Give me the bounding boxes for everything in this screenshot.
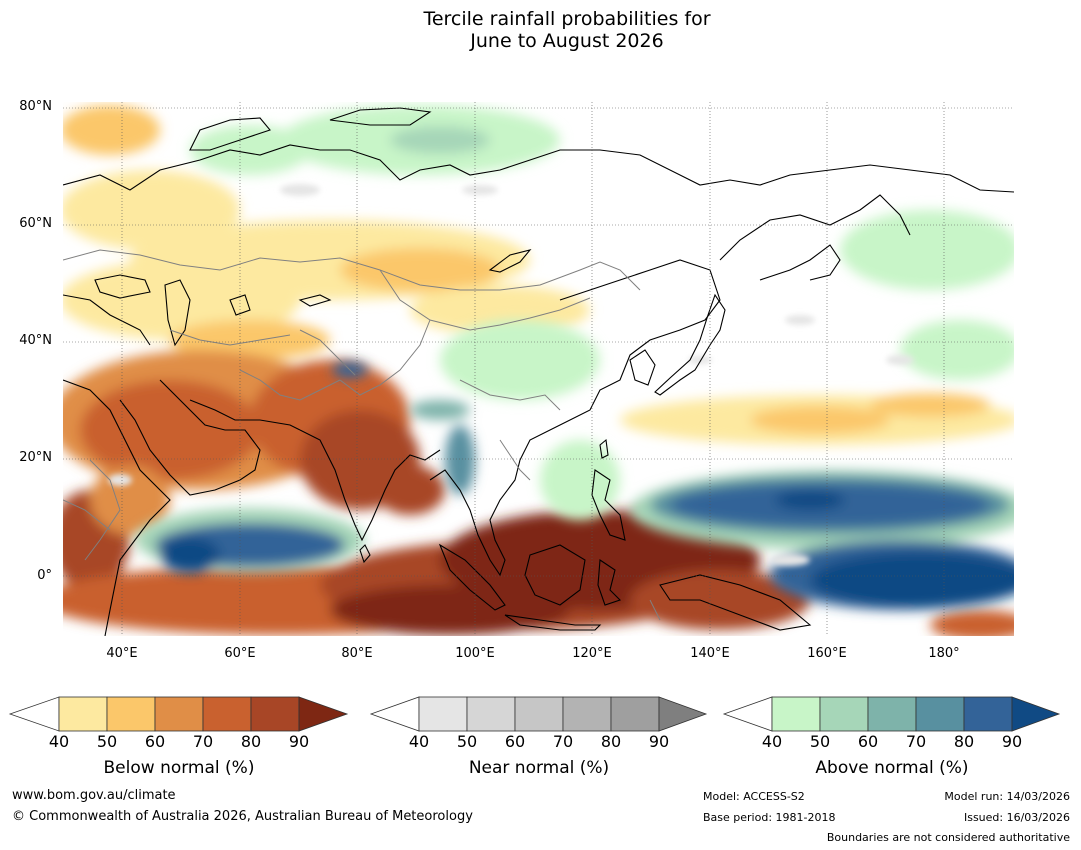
- lon-label-100e: 100°E: [455, 646, 495, 661]
- lon-label-80e: 80°E: [341, 646, 373, 661]
- colorbar-above-title: Above normal (%): [815, 758, 969, 778]
- lon-label-140e: 140°E: [690, 646, 730, 661]
- country-borders: [63, 249, 661, 621]
- colorbar-above-high-arrow: [1011, 696, 1061, 732]
- title-line-1: Tercile rainfall probabilities for: [423, 8, 711, 30]
- title-line-2: June to August 2026: [470, 30, 664, 52]
- colorbar-near-tick: 50: [456, 732, 478, 751]
- footer-model-run: Model run: 14/03/2026: [944, 790, 1070, 803]
- colorbar-below-bin-3: [154, 696, 204, 732]
- footer-model: Model: ACCESS-S2: [703, 790, 805, 803]
- colorbar-near-tick: 70: [552, 732, 574, 751]
- colorbar-near-low-arrow: [369, 696, 420, 732]
- lat-label-40n: 40°N: [19, 333, 52, 348]
- colorbar-above-tick: 80: [953, 732, 975, 751]
- lat-label-20n: 20°N: [19, 450, 52, 465]
- colorbar-above-bin-5: [963, 696, 1013, 732]
- lat-label-80n: 80°N: [19, 99, 52, 114]
- lat-label-60n: 60°N: [19, 216, 52, 231]
- colorbar-above-bin-3: [867, 696, 917, 732]
- colorbar-above-bin-2: [819, 696, 869, 732]
- colorbar-above-tick: 90: [1001, 732, 1023, 751]
- colorbar-above: [722, 696, 1061, 732]
- near-normal-shading: [108, 184, 914, 566]
- colorbar-below-tick: 70: [192, 732, 214, 751]
- lon-label-160e: 160°E: [807, 646, 847, 661]
- footer-disclaimer: Boundaries are not considered authoritat…: [826, 831, 1070, 844]
- lon-label-40e: 40°E: [106, 646, 138, 661]
- colorbar-near-bin-5: [610, 696, 660, 732]
- above-normal-shading: [135, 105, 1014, 610]
- colorbar-below-bin-2: [106, 696, 156, 732]
- colorbar-below-bin-5: [250, 696, 300, 732]
- colorbar-near-tick: 90: [648, 732, 670, 751]
- colorbar-near-tick: 80: [600, 732, 622, 751]
- colorbar-below: [8, 696, 349, 732]
- lon-label-120e: 120°E: [572, 646, 612, 661]
- colorbar-above-tick: 70: [905, 732, 927, 751]
- colorbar-above-tick: 60: [857, 732, 879, 751]
- colorbar-above-tick: 50: [809, 732, 831, 751]
- colorbar-below-bin-1: [58, 696, 108, 732]
- coastlines: [63, 107, 1014, 636]
- colorbar-above-tick: 40: [761, 732, 783, 751]
- below-normal-shading: [63, 105, 1014, 636]
- colorbar-below-bin-4: [202, 696, 252, 732]
- colorbar-above-low-arrow: [722, 696, 773, 732]
- map-panel: [63, 102, 1014, 636]
- colorbar-near-tick: 40: [408, 732, 430, 751]
- colorbar-near-tick: 60: [504, 732, 526, 751]
- colorbar-near-bin-2: [466, 696, 516, 732]
- map-gridlines: [63, 102, 1014, 636]
- colorbar-above-bin-4: [915, 696, 965, 732]
- colorbar-below-title: Below normal (%): [103, 758, 255, 778]
- colorbar-near: [369, 696, 708, 732]
- footer-base-period: Base period: 1981-2018: [703, 811, 836, 824]
- colorbar-near-bin-1: [418, 696, 468, 732]
- footer-website-link[interactable]: www.bom.gov.au/climate: [12, 788, 176, 803]
- lon-label-60e: 60°E: [224, 646, 256, 661]
- colorbar-near-title: Near normal (%): [468, 758, 610, 778]
- colorbar-below-tick: 40: [48, 732, 70, 751]
- footer-issued: Issued: 16/03/2026: [963, 811, 1070, 824]
- colorbar-below-tick: 50: [96, 732, 118, 751]
- colorbar-near-bin-4: [562, 696, 612, 732]
- colorbar-near-bin-3: [514, 696, 564, 732]
- colorbar-below-tick: 90: [288, 732, 310, 751]
- colorbar-below-high-arrow: [298, 696, 349, 732]
- colorbar-below-low-arrow: [8, 696, 60, 732]
- lon-label-180: 180°: [928, 646, 960, 661]
- colorbar-below-tick: 80: [240, 732, 262, 751]
- colorbar-above-bin-1: [771, 696, 821, 732]
- colorbar-below-tick: 60: [144, 732, 166, 751]
- footer-copyright: © Commonwealth of Australia 2026, Austra…: [12, 809, 473, 824]
- lat-label-equator: 0°: [37, 568, 52, 583]
- map-title: Tercile rainfall probabilities for June …: [0, 8, 1081, 52]
- colorbar-near-high-arrow: [658, 696, 708, 732]
